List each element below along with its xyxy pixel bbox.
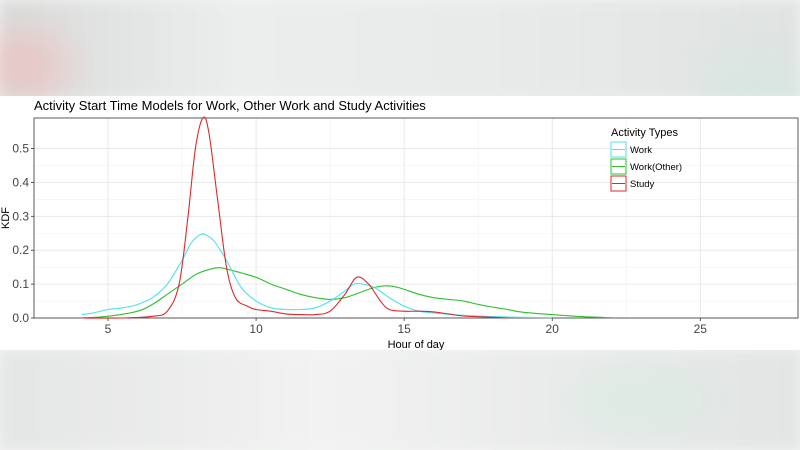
axis-layer: 5 10 15 20 25 0.0 0.1 0.2 0.3 0.4 0.5 xyxy=(12,142,707,336)
legend: Activity Types Work Work(Other) Study xyxy=(610,127,682,192)
series-line-work-other xyxy=(81,267,612,319)
x-tick-label: 15 xyxy=(397,322,411,336)
x-tick-label: 25 xyxy=(694,322,708,336)
chart-panel: Activity Start Time Models for Work, Oth… xyxy=(0,96,800,351)
x-axis-label: Hour of day xyxy=(388,339,445,350)
y-tick-label: 0.5 xyxy=(12,142,29,156)
grid-layer xyxy=(34,118,798,319)
x-tick-label: 10 xyxy=(249,322,263,336)
blurred-background-top xyxy=(0,0,800,100)
y-tick-label: 0.3 xyxy=(12,209,29,223)
y-tick-label: 0.1 xyxy=(12,277,29,291)
legend-items: Work Work(Other) Study xyxy=(610,141,682,192)
plot-border xyxy=(33,117,799,319)
y-tick-label: 0.0 xyxy=(12,311,29,325)
chart-svg: 5 10 15 20 250.00.10.20.30.40.5 Hour of day … xyxy=(0,116,799,351)
legend-label: Work xyxy=(630,145,652,156)
y-tick-label: 0.4 xyxy=(12,175,29,189)
legend-label: Work(Other) xyxy=(630,162,682,173)
series-layer xyxy=(81,116,612,319)
series-line-study xyxy=(81,116,508,319)
blurred-blob xyxy=(560,370,720,430)
y-tick-label: 0.2 xyxy=(12,243,29,257)
y-axis-label: KDF xyxy=(0,207,12,229)
legend-title: Activity Types xyxy=(611,127,679,139)
x-tick-label: 20 xyxy=(546,322,560,336)
legend-label: Study xyxy=(630,179,655,190)
x-tick-label: 5 xyxy=(105,322,112,336)
chart-title: Activity Start Time Models for Work, Oth… xyxy=(34,98,426,113)
blurred-blob xyxy=(0,30,70,100)
